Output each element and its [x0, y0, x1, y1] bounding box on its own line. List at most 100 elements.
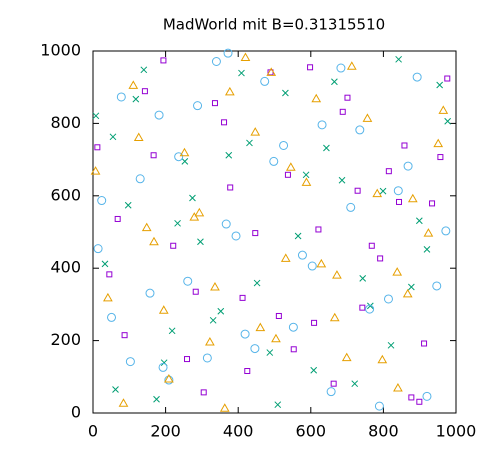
point: [332, 270, 342, 279]
point: [153, 395, 160, 403]
point: [154, 110, 164, 120]
point: [444, 117, 452, 125]
point: [164, 375, 174, 385]
point: [194, 207, 205, 217]
point: [240, 52, 251, 62]
point: [246, 139, 253, 147]
point: [339, 108, 346, 115]
point: [135, 174, 145, 184]
point: [396, 198, 403, 205]
point: [231, 231, 241, 241]
x-tick-label: 0: [88, 422, 98, 441]
point: [423, 246, 431, 253]
point: [97, 196, 107, 206]
point: [141, 222, 152, 232]
point: [223, 48, 233, 58]
point: [416, 398, 423, 405]
y-tick-label: 200: [50, 330, 81, 349]
point: [92, 112, 100, 120]
x-tick-label: 1000: [436, 422, 477, 441]
point: [224, 86, 235, 96]
point: [225, 151, 233, 159]
point: [393, 186, 403, 196]
point: [395, 55, 402, 63]
point: [385, 168, 392, 175]
point: [145, 288, 155, 298]
y-tick-label: 600: [50, 185, 81, 204]
point: [336, 63, 346, 73]
point: [402, 288, 413, 298]
point: [290, 346, 297, 353]
point: [383, 294, 393, 304]
point: [221, 119, 228, 126]
point: [422, 391, 432, 401]
point: [282, 89, 289, 97]
point: [323, 144, 330, 152]
point: [174, 152, 184, 162]
point: [412, 72, 422, 82]
point: [140, 66, 148, 74]
point: [301, 177, 312, 186]
point: [317, 120, 327, 130]
point: [437, 154, 444, 161]
point: [93, 244, 103, 254]
point: [279, 140, 289, 150]
point: [423, 228, 434, 237]
point: [275, 312, 282, 319]
point: [346, 61, 357, 70]
point: [141, 88, 148, 95]
point: [101, 260, 109, 268]
point: [219, 403, 230, 412]
point: [183, 276, 193, 286]
x-tick-label: 400: [223, 422, 254, 441]
point: [280, 253, 291, 262]
point: [415, 217, 423, 225]
point: [368, 242, 375, 249]
point: [189, 194, 196, 202]
point: [444, 75, 451, 82]
point: [393, 383, 403, 392]
point: [407, 193, 418, 203]
point: [189, 212, 200, 221]
point: [109, 133, 117, 141]
point: [170, 242, 177, 249]
point: [132, 95, 140, 103]
point: [359, 304, 366, 311]
point: [174, 219, 181, 227]
point: [288, 322, 298, 332]
point: [250, 127, 261, 136]
point: [106, 271, 113, 278]
point: [125, 357, 135, 367]
point: [274, 401, 282, 409]
point: [392, 267, 403, 276]
point: [433, 138, 444, 148]
point: [181, 158, 189, 165]
point: [374, 401, 384, 411]
point: [211, 56, 221, 66]
point: [90, 166, 101, 175]
point: [238, 69, 245, 77]
point: [221, 219, 231, 229]
point: [432, 281, 442, 291]
point: [285, 162, 296, 171]
point: [421, 340, 428, 347]
point: [158, 305, 169, 314]
point: [160, 57, 167, 64]
point: [164, 373, 174, 383]
point: [133, 132, 144, 142]
y-tick-label: 800: [50, 113, 81, 132]
point: [124, 201, 132, 209]
point: [255, 322, 266, 332]
point: [200, 389, 207, 396]
point: [128, 80, 139, 89]
point: [326, 387, 336, 397]
point: [150, 152, 157, 159]
point: [94, 144, 101, 151]
point: [266, 67, 277, 76]
point: [311, 93, 322, 103]
chart-title: MadWorld mit B=0.31315510: [163, 16, 385, 34]
point: [429, 200, 436, 207]
point: [107, 312, 117, 322]
y-tick-label: 0: [71, 403, 81, 422]
point: [253, 279, 261, 287]
